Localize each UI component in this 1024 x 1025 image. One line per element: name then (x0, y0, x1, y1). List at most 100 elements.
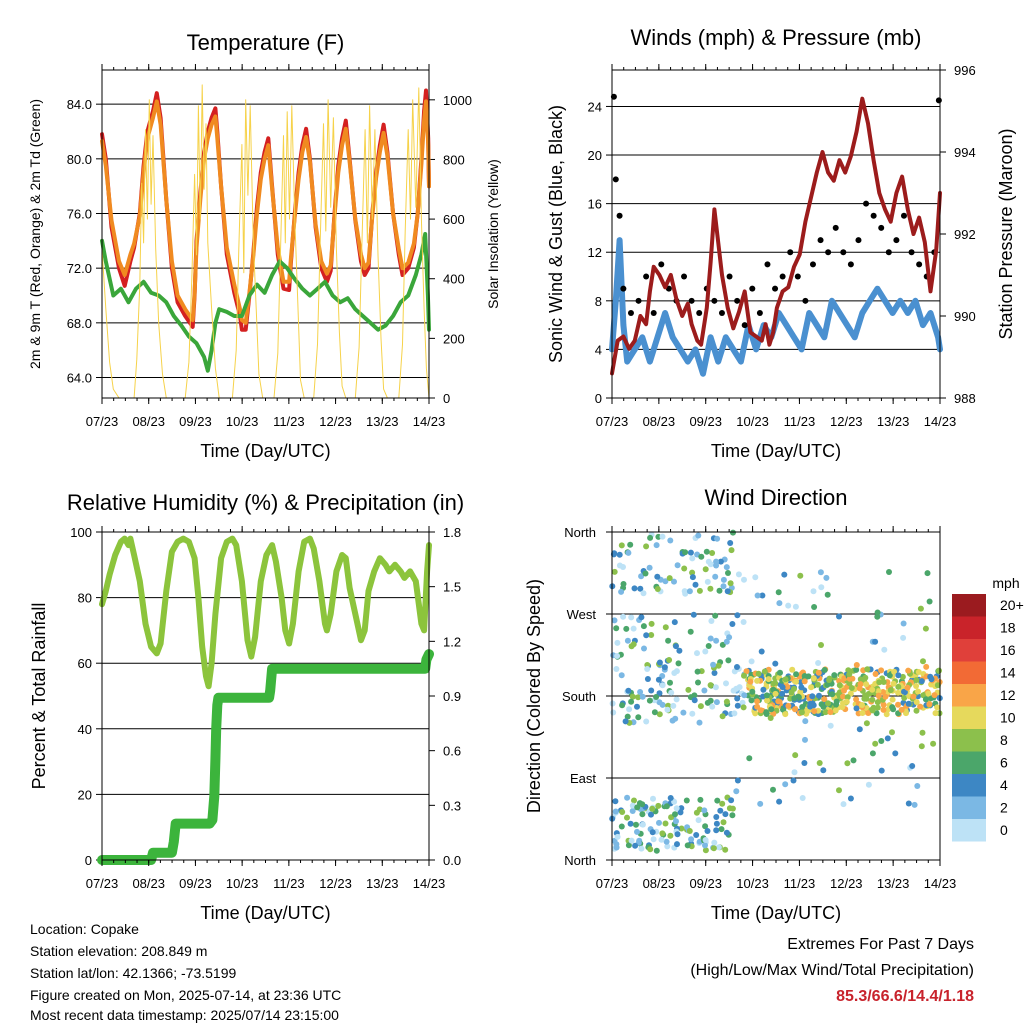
colorbar-swatch (952, 616, 986, 639)
direction-point (622, 718, 629, 725)
direction-point (689, 555, 696, 562)
direction-point (648, 620, 655, 627)
direction-point (687, 549, 694, 556)
x-tick-label: 07/23 (86, 414, 119, 429)
direction-point (925, 690, 932, 697)
direction-point (775, 589, 782, 596)
direction-point (685, 686, 692, 693)
direction-point (763, 692, 770, 699)
direction-point (821, 696, 828, 703)
y-tick-label-right: 0.6 (443, 744, 461, 759)
direction-point (726, 634, 733, 641)
x-tick-label: 12/23 (830, 414, 863, 429)
direction-point (891, 668, 898, 675)
direction-point (638, 845, 645, 852)
direction-point (723, 680, 729, 687)
direction-point (611, 617, 618, 624)
temperature-chart: 64.0 68.0 72.0 76.0 80.0 84.0 0 200 400 600 800 100… (27, 30, 501, 461)
info-created: Figure created on Mon, 2025-07-14, at 23… (30, 987, 342, 1003)
colorbar-label: 2 (1000, 800, 1008, 816)
direction-point (631, 797, 637, 804)
direction-point (734, 777, 741, 784)
chart-title: Winds (mph) & Pressure (mb) (631, 25, 922, 50)
direction-point (752, 574, 759, 581)
direction-point (802, 718, 809, 725)
gust-point (726, 273, 733, 280)
direction-point (844, 760, 851, 767)
direction-point (664, 706, 671, 713)
direction-point (711, 839, 718, 846)
direction-point (684, 842, 691, 849)
y-tick-label-right: 1000 (443, 93, 472, 108)
direction-point (739, 699, 746, 706)
direction-point (792, 752, 799, 759)
direction-point (878, 767, 885, 774)
direction-point (709, 703, 716, 710)
direction-point (782, 711, 789, 718)
direction-point (649, 805, 656, 812)
direction-point (792, 706, 798, 713)
direction-point (719, 641, 726, 648)
direction-point (705, 643, 712, 649)
direction-point (714, 535, 721, 542)
direction-point (850, 757, 857, 764)
x-axis-label: Time (Day/UTC) (711, 441, 841, 461)
direction-point (801, 760, 808, 766)
direction-point (710, 661, 717, 668)
direction-point (643, 632, 650, 639)
x-tick-label: 10/23 (736, 414, 769, 429)
direction-point (764, 697, 770, 704)
direction-point (625, 687, 632, 694)
direction-point (802, 736, 808, 743)
direction-point (672, 715, 679, 722)
direction-point (875, 688, 882, 695)
direction-point (671, 670, 678, 676)
direction-point (650, 836, 657, 843)
x-axis-label: Time (Day/UTC) (200, 903, 330, 923)
direction-point (653, 542, 660, 549)
direction-point (661, 664, 668, 671)
direction-point (791, 685, 797, 692)
x-tick-label: 12/23 (319, 876, 352, 891)
direction-point (707, 635, 714, 642)
gust-point (718, 309, 725, 316)
direction-point (926, 598, 933, 605)
direction-point (793, 671, 800, 678)
direction-point (683, 797, 690, 804)
direction-point (650, 795, 656, 802)
direction-point (923, 663, 930, 670)
gust-point (893, 237, 900, 244)
x-axis-label: Time (Day/UTC) (200, 441, 330, 461)
direction-point (770, 680, 777, 687)
direction-point (727, 540, 734, 546)
direction-point (782, 781, 789, 788)
direction-point (772, 690, 779, 697)
gust-point (855, 237, 862, 244)
plot-frame (611, 69, 941, 399)
x-tick-label: 12/23 (319, 414, 352, 429)
x-tick-label: 07/23 (86, 876, 119, 891)
direction-point (695, 817, 702, 824)
direction-point (713, 814, 720, 820)
direction-point (920, 658, 926, 665)
gust-point (935, 97, 942, 104)
y-tick-label-left: 0 (85, 853, 92, 868)
direction-point (639, 693, 646, 700)
direction-point (792, 603, 799, 610)
x-tick-label: 11/23 (784, 414, 816, 429)
chart-title: Wind Direction (704, 485, 847, 510)
y-tick-label-left: 68.0 (67, 316, 92, 331)
direction-point (697, 796, 704, 803)
extremes-subtitle: (High/Low/Max Wind/Total Precipitation) (690, 962, 974, 979)
direction-point (785, 602, 792, 609)
direction-point (785, 702, 792, 709)
direction-point (754, 592, 761, 599)
direction-point (730, 529, 736, 536)
direction-point (878, 667, 885, 674)
direction-point (667, 795, 674, 801)
y-tick-label-right: 0.0 (443, 853, 461, 868)
direction-point (810, 675, 817, 682)
direction-point (676, 647, 683, 654)
direction-point (628, 698, 635, 705)
direction-point (713, 637, 720, 644)
